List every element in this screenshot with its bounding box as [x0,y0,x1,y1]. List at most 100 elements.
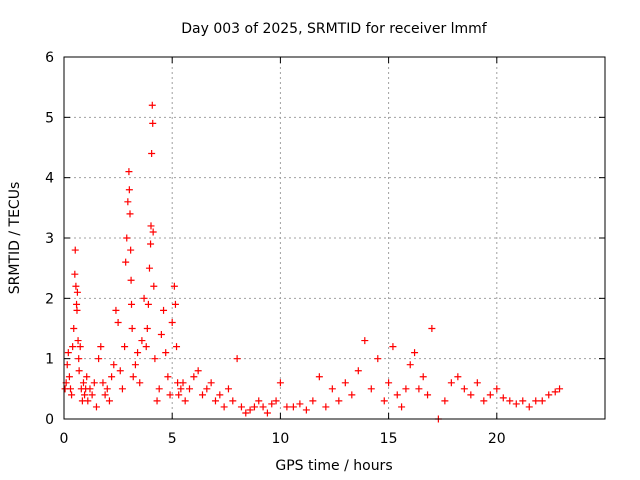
data-point [148,150,156,158]
data-point [454,373,462,381]
data-point [122,258,130,266]
data-point [121,343,129,351]
data-point [155,385,163,393]
data-point [415,385,423,393]
data-point [97,343,105,351]
y-tick-label: 5 [45,110,54,126]
data-point [88,391,96,399]
data-point [177,385,185,393]
data-point [460,385,468,393]
data-points [61,101,564,423]
data-point [153,397,161,405]
data-point [493,385,501,393]
data-point [125,168,133,176]
data-point [276,379,284,387]
data-point [147,222,155,230]
data-point [398,403,406,411]
data-point [123,234,131,242]
data-point [149,119,157,127]
data-point [242,409,250,417]
data-point [147,240,155,248]
data-point [283,403,291,411]
data-point [250,403,258,411]
data-point [108,373,116,381]
data-point [512,400,520,408]
data-point [112,306,120,314]
y-tick-label: 2 [45,291,54,307]
data-point [190,373,198,381]
y-tick-label: 6 [45,50,54,66]
data-point [171,300,179,308]
data-point [128,300,136,308]
data-point [162,349,170,357]
data-point [75,355,83,363]
data-point [499,394,507,402]
data-point [506,397,514,405]
data-point [309,397,317,405]
y-tick-label: 4 [45,171,54,187]
data-point [556,385,564,393]
data-point [296,400,304,408]
data-point [160,306,168,314]
data-point [179,379,187,387]
data-point [525,403,533,411]
data-point [70,325,78,332]
data-point [69,343,77,351]
data-point [84,397,92,405]
data-point [272,397,280,405]
data-point [328,385,336,393]
data-point [81,391,89,399]
axis-ticks: 0 1 2 3 4 5 6 0 5 10 15 20 [45,50,605,447]
data-point [545,391,553,399]
data-point [65,373,73,381]
data-point [127,276,135,284]
data-point [237,403,245,411]
data-point [126,210,134,218]
data-point [99,379,107,387]
data-point [216,391,224,399]
data-point [348,391,356,399]
data-point [145,264,153,272]
data-point [110,361,118,369]
data-point [144,300,152,308]
data-point [128,325,136,332]
data-point [140,294,148,302]
data-point [136,379,144,387]
data-point [335,397,343,405]
data-point [151,355,159,363]
data-point [411,349,419,357]
data-point [224,385,232,393]
data-point [73,288,81,296]
data-point [73,300,81,308]
data-point [380,397,388,405]
x-tick-label: 0 [60,431,69,447]
data-point [406,361,414,369]
plot-frame [63,56,606,420]
data-point [143,325,151,332]
data-point [229,397,237,405]
data-point [138,337,146,345]
data-point [175,391,183,399]
x-axis-label: GPS time / hours [275,458,392,474]
data-point [385,379,393,387]
data-point [157,331,165,339]
data-point [105,397,113,405]
data-point [142,343,150,351]
data-point [302,406,310,414]
data-point [467,391,475,399]
data-point [90,379,98,387]
data-point [173,343,181,351]
x-tick-label: 15 [380,431,398,447]
data-point [220,403,228,411]
data-point [75,367,83,375]
data-point [402,385,410,393]
data-point [118,385,126,393]
data-point [259,403,267,411]
data-point [389,343,397,351]
data-point [198,391,206,399]
data-point [186,385,194,393]
x-tick-label: 20 [488,431,506,447]
grid-lines [64,57,605,419]
data-point [64,349,72,357]
